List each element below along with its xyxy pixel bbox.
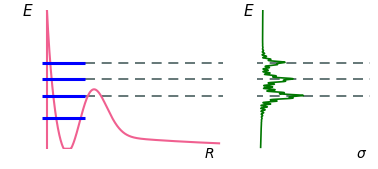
- Text: σ: σ: [357, 147, 366, 161]
- Text: R: R: [204, 147, 214, 161]
- Text: E: E: [243, 4, 253, 19]
- Text: E: E: [23, 4, 32, 19]
